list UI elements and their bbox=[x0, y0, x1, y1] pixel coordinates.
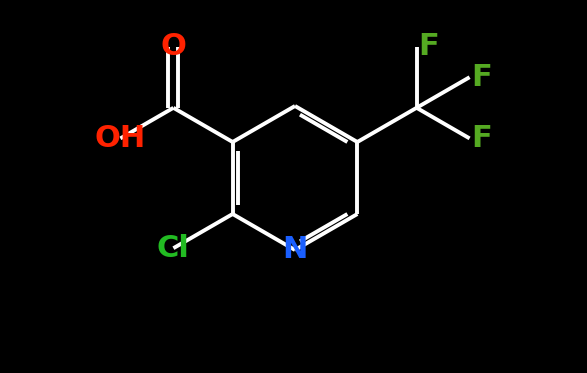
Text: OH: OH bbox=[95, 124, 146, 153]
Text: F: F bbox=[471, 124, 492, 153]
Text: N: N bbox=[282, 235, 308, 264]
Text: Cl: Cl bbox=[157, 234, 190, 263]
Text: F: F bbox=[418, 32, 439, 61]
Text: O: O bbox=[160, 32, 186, 61]
Text: F: F bbox=[471, 63, 492, 92]
